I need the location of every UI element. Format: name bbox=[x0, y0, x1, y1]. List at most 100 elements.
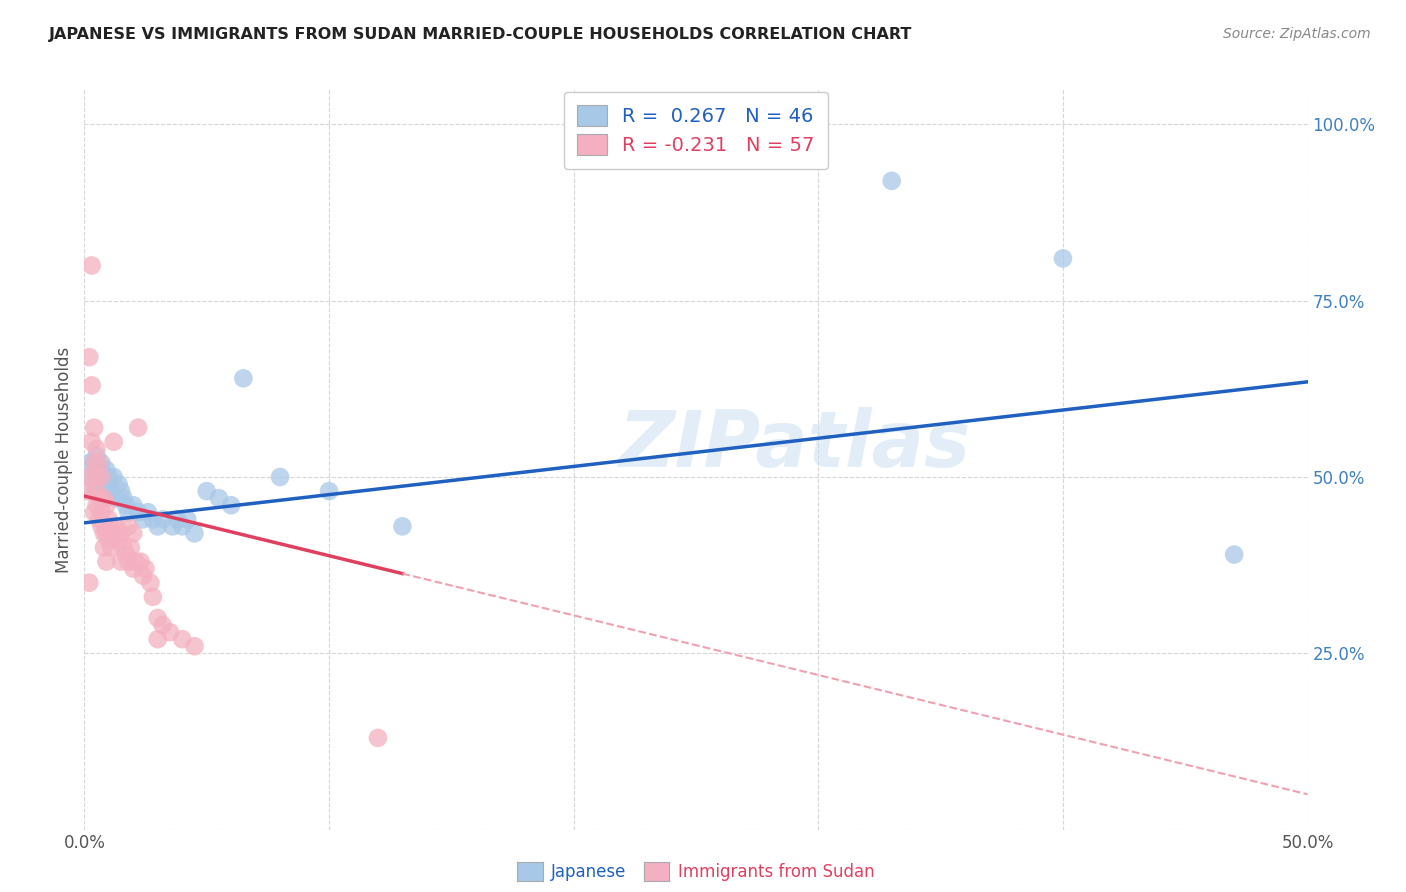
Point bbox=[142, 590, 165, 604]
Point bbox=[115, 548, 138, 562]
Point bbox=[100, 484, 122, 499]
Point bbox=[90, 456, 112, 470]
Point bbox=[86, 470, 108, 484]
Point bbox=[100, 541, 122, 555]
Point bbox=[105, 519, 128, 533]
Point bbox=[86, 470, 108, 484]
Point bbox=[129, 555, 152, 569]
Text: Source: ZipAtlas.com: Source: ZipAtlas.com bbox=[1223, 27, 1371, 41]
Point bbox=[107, 533, 129, 548]
Text: ZIPatlas: ZIPatlas bbox=[617, 407, 970, 483]
Y-axis label: Married-couple Households: Married-couple Households bbox=[55, 346, 73, 573]
Point bbox=[166, 512, 188, 526]
Point bbox=[80, 259, 103, 273]
Point bbox=[80, 378, 103, 392]
Point bbox=[195, 484, 218, 499]
Point bbox=[77, 350, 100, 364]
Point bbox=[77, 575, 100, 590]
Point bbox=[80, 434, 103, 449]
Point bbox=[83, 456, 105, 470]
Point bbox=[1223, 548, 1246, 562]
Point bbox=[112, 491, 135, 505]
Point bbox=[90, 519, 112, 533]
Point bbox=[172, 519, 194, 533]
Point bbox=[208, 491, 231, 505]
Point bbox=[86, 498, 108, 512]
Point bbox=[880, 174, 903, 188]
Point bbox=[87, 477, 110, 491]
Point bbox=[86, 484, 108, 499]
Point bbox=[132, 568, 155, 582]
Point bbox=[76, 484, 98, 499]
Point bbox=[87, 512, 110, 526]
Point bbox=[139, 575, 162, 590]
Point bbox=[77, 470, 100, 484]
Point bbox=[87, 463, 110, 477]
Point bbox=[93, 484, 115, 499]
Point bbox=[87, 456, 110, 470]
Point bbox=[127, 505, 149, 519]
Point bbox=[183, 526, 205, 541]
Point bbox=[83, 484, 105, 499]
Point bbox=[117, 519, 139, 533]
Point bbox=[367, 731, 389, 745]
Point bbox=[97, 533, 120, 548]
Point bbox=[176, 512, 198, 526]
Point bbox=[90, 470, 112, 484]
Point bbox=[146, 632, 169, 647]
Point bbox=[97, 512, 120, 526]
Point bbox=[86, 442, 108, 456]
Point bbox=[115, 498, 138, 512]
Point bbox=[103, 526, 125, 541]
Text: Japanese: Japanese bbox=[551, 863, 627, 881]
Point bbox=[117, 505, 139, 519]
Point bbox=[219, 498, 242, 512]
Point bbox=[172, 632, 194, 647]
Point bbox=[77, 456, 100, 470]
Point bbox=[97, 477, 120, 491]
Point bbox=[152, 512, 174, 526]
Point bbox=[93, 491, 115, 505]
Point bbox=[127, 420, 149, 434]
Point bbox=[1052, 252, 1074, 266]
Point bbox=[80, 470, 103, 484]
Point bbox=[93, 526, 115, 541]
Point bbox=[162, 519, 184, 533]
Point bbox=[122, 526, 145, 541]
Point bbox=[96, 463, 118, 477]
Point bbox=[103, 470, 125, 484]
Legend: R =  0.267   N = 46, R = -0.231   N = 57: R = 0.267 N = 46, R = -0.231 N = 57 bbox=[564, 92, 828, 169]
Point bbox=[107, 477, 129, 491]
Point bbox=[125, 555, 148, 569]
Point bbox=[136, 505, 159, 519]
Point bbox=[86, 449, 108, 463]
Point bbox=[142, 512, 165, 526]
Point bbox=[132, 512, 155, 526]
Point bbox=[232, 371, 254, 385]
Point bbox=[103, 434, 125, 449]
Point bbox=[112, 541, 135, 555]
Point bbox=[90, 505, 112, 519]
Point bbox=[96, 526, 118, 541]
Point bbox=[90, 470, 112, 484]
Text: Immigrants from Sudan: Immigrants from Sudan bbox=[678, 863, 875, 881]
Point bbox=[110, 555, 132, 569]
Point bbox=[318, 484, 340, 499]
Point bbox=[93, 470, 115, 484]
Point bbox=[93, 541, 115, 555]
Point bbox=[117, 555, 139, 569]
Point bbox=[391, 519, 413, 533]
Point bbox=[122, 562, 145, 576]
Point bbox=[152, 618, 174, 632]
Point bbox=[97, 470, 120, 484]
Point bbox=[96, 491, 118, 505]
Point bbox=[122, 498, 145, 512]
Point bbox=[146, 519, 169, 533]
Point bbox=[183, 639, 205, 653]
Point bbox=[135, 562, 157, 576]
Point bbox=[110, 526, 132, 541]
Point bbox=[269, 470, 291, 484]
Point bbox=[159, 625, 181, 640]
Point bbox=[105, 491, 128, 505]
Point bbox=[146, 611, 169, 625]
